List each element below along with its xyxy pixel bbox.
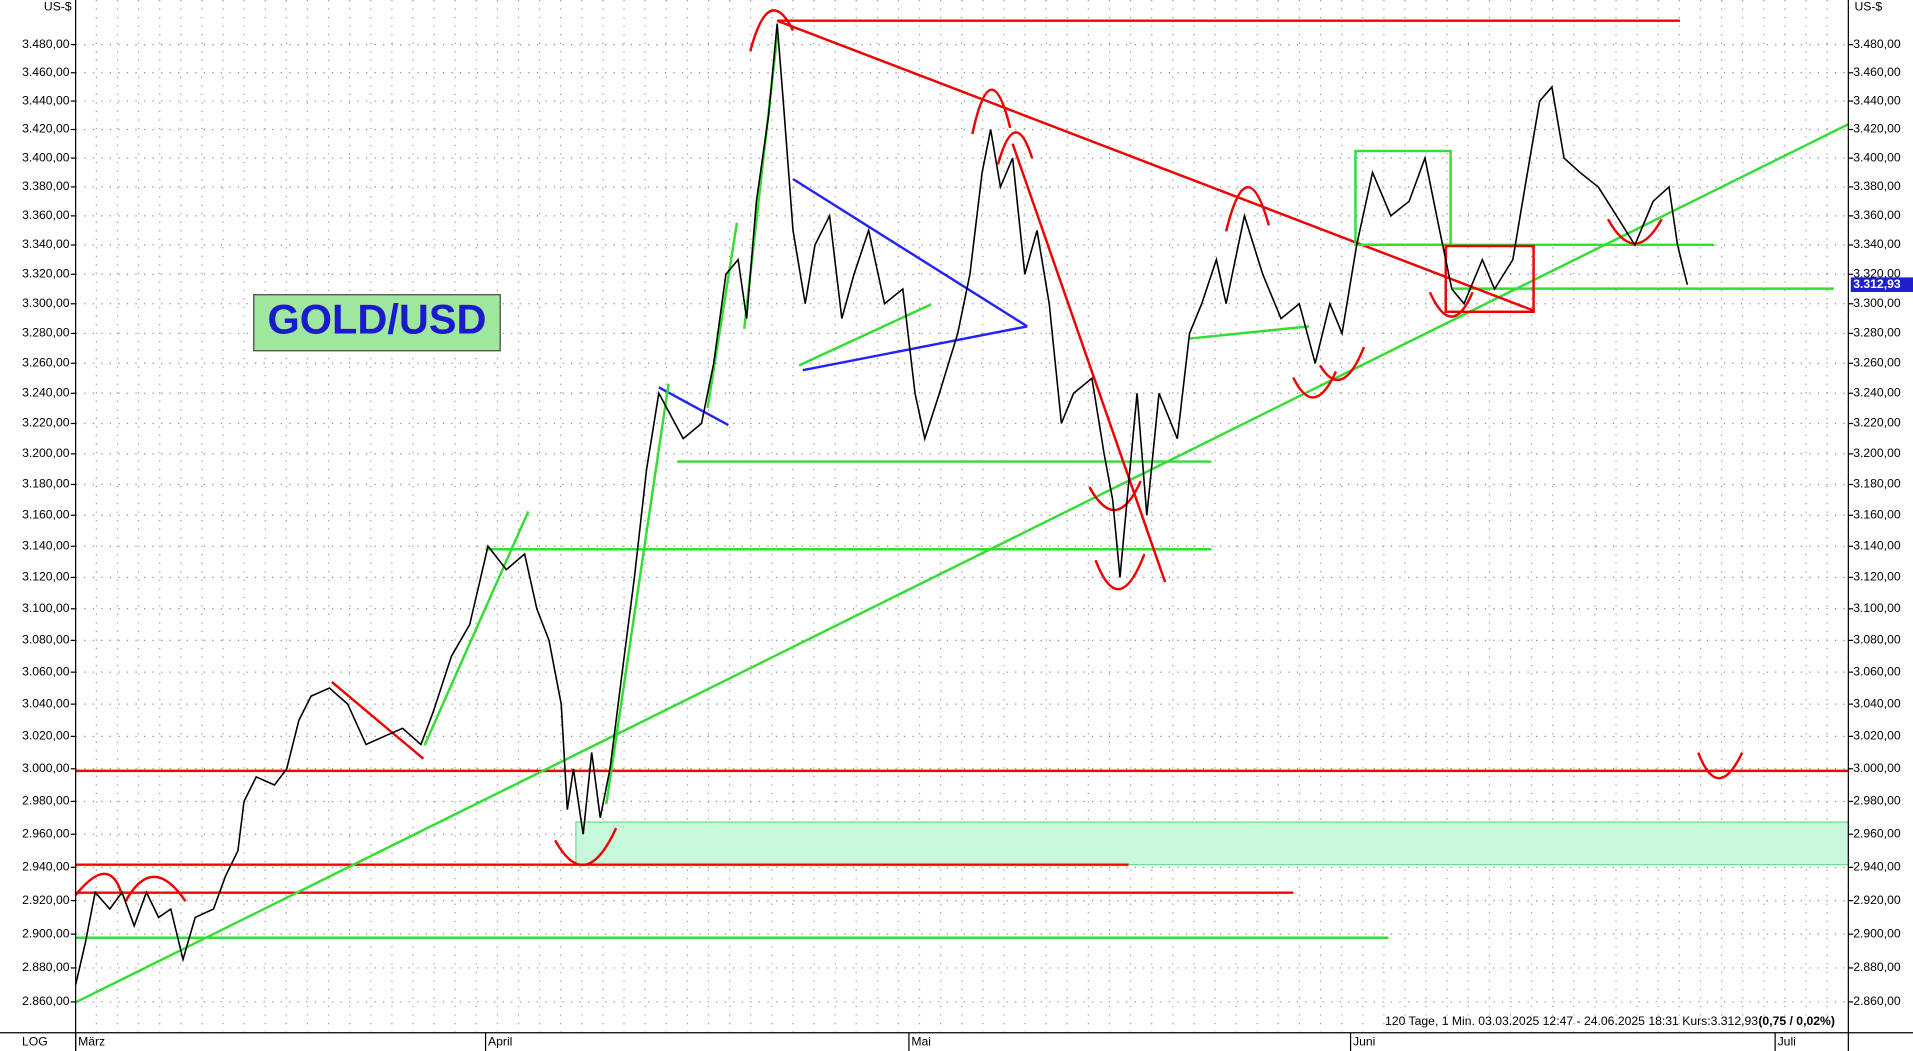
y-tick-label: 3.040,00	[1853, 696, 1901, 710]
y-tick-label: 3.220,00	[22, 416, 70, 430]
trend-line	[706, 222, 739, 409]
y-tick-label: 3.140,00	[22, 538, 70, 552]
y-tick-label: 3.200,00	[22, 446, 70, 460]
price-line	[74, 23, 1689, 986]
y-tick-label: 3.220,00	[1853, 416, 1901, 430]
y-tick-label: 3.440,00	[1853, 93, 1901, 107]
y-tick-label: 2.940,00	[1853, 860, 1901, 874]
y-tick-label: 3.460,00	[1853, 65, 1901, 79]
symbol-box	[253, 294, 501, 352]
y-tick-label: 3.400,00	[1853, 150, 1901, 164]
trend-line	[1011, 143, 1167, 583]
trend-line	[423, 511, 530, 746]
footer: 120 Tage, 1 Min. 03.03.2025 12:47 - 24.0…	[1385, 1014, 1758, 1028]
y-tick-label: 3.480,00	[1853, 37, 1901, 51]
y-tick-label: 3.360,00	[22, 208, 70, 222]
last-price-label: 3.312,93	[1853, 277, 1901, 291]
y-tick-label: 3.100,00	[1853, 601, 1901, 615]
trend-line	[798, 303, 932, 367]
y-tick-label: 3.060,00	[22, 664, 70, 678]
symbol-label: GOLD/USD	[268, 296, 487, 343]
scale-label: LOG	[22, 1035, 48, 1049]
range-box	[1444, 244, 1535, 313]
y-tick-label: 3.420,00	[1853, 122, 1901, 136]
y-tick-label: 2.880,00	[1853, 960, 1901, 974]
trend-line	[776, 19, 1535, 312]
footer-change: (0,75 / 0,02%)	[1758, 1014, 1835, 1028]
y-tick-label: 3.100,00	[22, 601, 70, 615]
y-tick-label: 3.120,00	[22, 570, 70, 584]
support-zone	[575, 821, 1849, 866]
y-tick-label: 3.180,00	[22, 477, 70, 491]
y-tick-label: 3.340,00	[1853, 237, 1901, 251]
y-tick-label: 2.860,00	[22, 994, 70, 1008]
trend-line	[658, 386, 729, 427]
trend-line	[1189, 325, 1310, 340]
y-tick-label: 3.160,00	[1853, 507, 1901, 521]
y-tick-label: 3.380,00	[22, 179, 70, 193]
y-tick-label: 3.040,00	[22, 696, 70, 710]
trend-line	[331, 681, 425, 760]
y-unit: US-$	[44, 0, 72, 14]
y-tick-label: 3.300,00	[1853, 296, 1901, 310]
y-tick-label: 3.080,00	[22, 633, 70, 647]
y-tick-label: 3.260,00	[1853, 355, 1901, 369]
y-tick-label: 2.880,00	[22, 960, 70, 974]
y-tick-label: 3.400,00	[22, 150, 70, 164]
range-box	[1354, 149, 1452, 247]
last-price-tag	[1850, 277, 1913, 292]
x-tick-label: Mai	[911, 1035, 931, 1049]
y-tick-label: 2.920,00	[1853, 893, 1901, 907]
y-tick-label: 3.200,00	[1853, 446, 1901, 460]
y-tick-label: 3.160,00	[22, 507, 70, 521]
x-tick-label: Juni	[1353, 1035, 1375, 1049]
y-tick-label: 3.340,00	[22, 237, 70, 251]
y-tick-label: 3.260,00	[22, 355, 70, 369]
y-tick-label: 3.480,00	[22, 37, 70, 51]
y-tick-label: 3.060,00	[1853, 664, 1901, 678]
y-tick-label: 2.940,00	[22, 860, 70, 874]
y-unit: US-$	[1854, 0, 1882, 14]
y-tick-label: 3.000,00	[22, 761, 70, 775]
y-tick-label: 3.380,00	[1853, 179, 1901, 193]
x-tick-label: Juli	[1778, 1035, 1796, 1049]
y-tick-label: 2.960,00	[22, 826, 70, 840]
y-tick-label: 3.420,00	[22, 122, 70, 136]
y-tick-label: 2.980,00	[22, 794, 70, 808]
x-tick-label: April	[488, 1035, 512, 1049]
y-tick-label: 3.320,00	[22, 267, 70, 281]
y-tick-label: 3.080,00	[1853, 633, 1901, 647]
y-tick-label: 3.280,00	[22, 326, 70, 340]
y-tick-label: 2.860,00	[1853, 994, 1901, 1008]
trend-line	[75, 123, 1849, 1004]
y-tick-label: 3.240,00	[22, 386, 70, 400]
y-tick-label: 3.360,00	[1853, 208, 1901, 222]
triangle-line	[792, 177, 1028, 328]
y-tick-label: 3.320,00	[1853, 267, 1901, 281]
y-tick-label: 2.980,00	[1853, 794, 1901, 808]
y-tick-label: 3.140,00	[1853, 538, 1901, 552]
y-tick-label: 3.180,00	[1853, 477, 1901, 491]
triangle-line	[802, 325, 1028, 372]
y-tick-label: 3.020,00	[1853, 729, 1901, 743]
y-tick-label: 3.460,00	[22, 65, 70, 79]
y-tick-label: 2.920,00	[22, 893, 70, 907]
y-tick-label: 3.000,00	[1853, 761, 1901, 775]
y-tick-label: 3.440,00	[22, 93, 70, 107]
y-tick-label: 2.900,00	[1853, 926, 1901, 940]
y-tick-label: 3.240,00	[1853, 386, 1901, 400]
y-tick-label: 3.120,00	[1853, 570, 1901, 584]
y-tick-label: 3.280,00	[1853, 326, 1901, 340]
y-tick-label: 2.960,00	[1853, 826, 1901, 840]
x-tick-label: März	[78, 1035, 105, 1049]
y-tick-label: 3.300,00	[22, 296, 70, 310]
trend-line	[605, 383, 670, 804]
y-tick-label: 2.900,00	[22, 926, 70, 940]
y-tick-label: 3.020,00	[22, 729, 70, 743]
